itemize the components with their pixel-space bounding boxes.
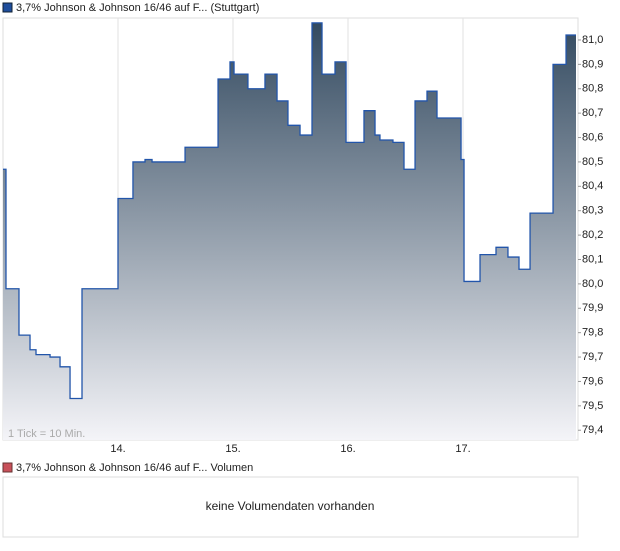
x-tick-label: 14.	[110, 443, 125, 455]
y-tick-label: 79,9	[582, 302, 603, 314]
y-tick-label: 79,6	[582, 375, 603, 387]
y-tick-label: 79,5	[582, 400, 603, 412]
area	[3, 22, 576, 441]
y-tick-label: 80,0	[582, 278, 603, 290]
legend-swatch	[2, 2, 13, 13]
y-tick-label: 80,4	[582, 180, 603, 192]
legend-label: 3,7% Johnson & Johnson 16/46 auf F... (S…	[16, 2, 259, 14]
volume-panel	[2, 476, 579, 538]
y-tick-label: 80,9	[582, 58, 603, 70]
y-tick-label: 80,2	[582, 229, 603, 241]
line	[3, 22, 576, 400]
x-tick-label: 15.	[225, 443, 240, 455]
y-tick-label: 80,8	[582, 83, 603, 95]
x-tick-label: 17.	[455, 443, 470, 455]
legend-label: 3,7% Johnson & Johnson 16/46 auf F... Vo…	[16, 462, 253, 474]
y-tick-label: 80,3	[582, 205, 603, 217]
y-tick-label: 79,4	[582, 424, 603, 436]
volume-message: keine Volumendaten vorhanden	[206, 499, 375, 513]
y-tick-label: 79,7	[582, 351, 603, 363]
tick-note: 1 Tick = 10 Min.	[8, 428, 85, 440]
y-tick-label: 80,7	[582, 107, 603, 119]
y-tick-label: 80,5	[582, 156, 603, 168]
legend-swatch	[2, 462, 13, 473]
x-tick-label: 16.	[340, 443, 355, 455]
y-tick-label: 80,1	[582, 253, 603, 265]
y-tick-label: 79,8	[582, 327, 603, 339]
y-tick-label: 81,0	[582, 34, 603, 46]
y-tick-label: 80,6	[582, 131, 603, 143]
